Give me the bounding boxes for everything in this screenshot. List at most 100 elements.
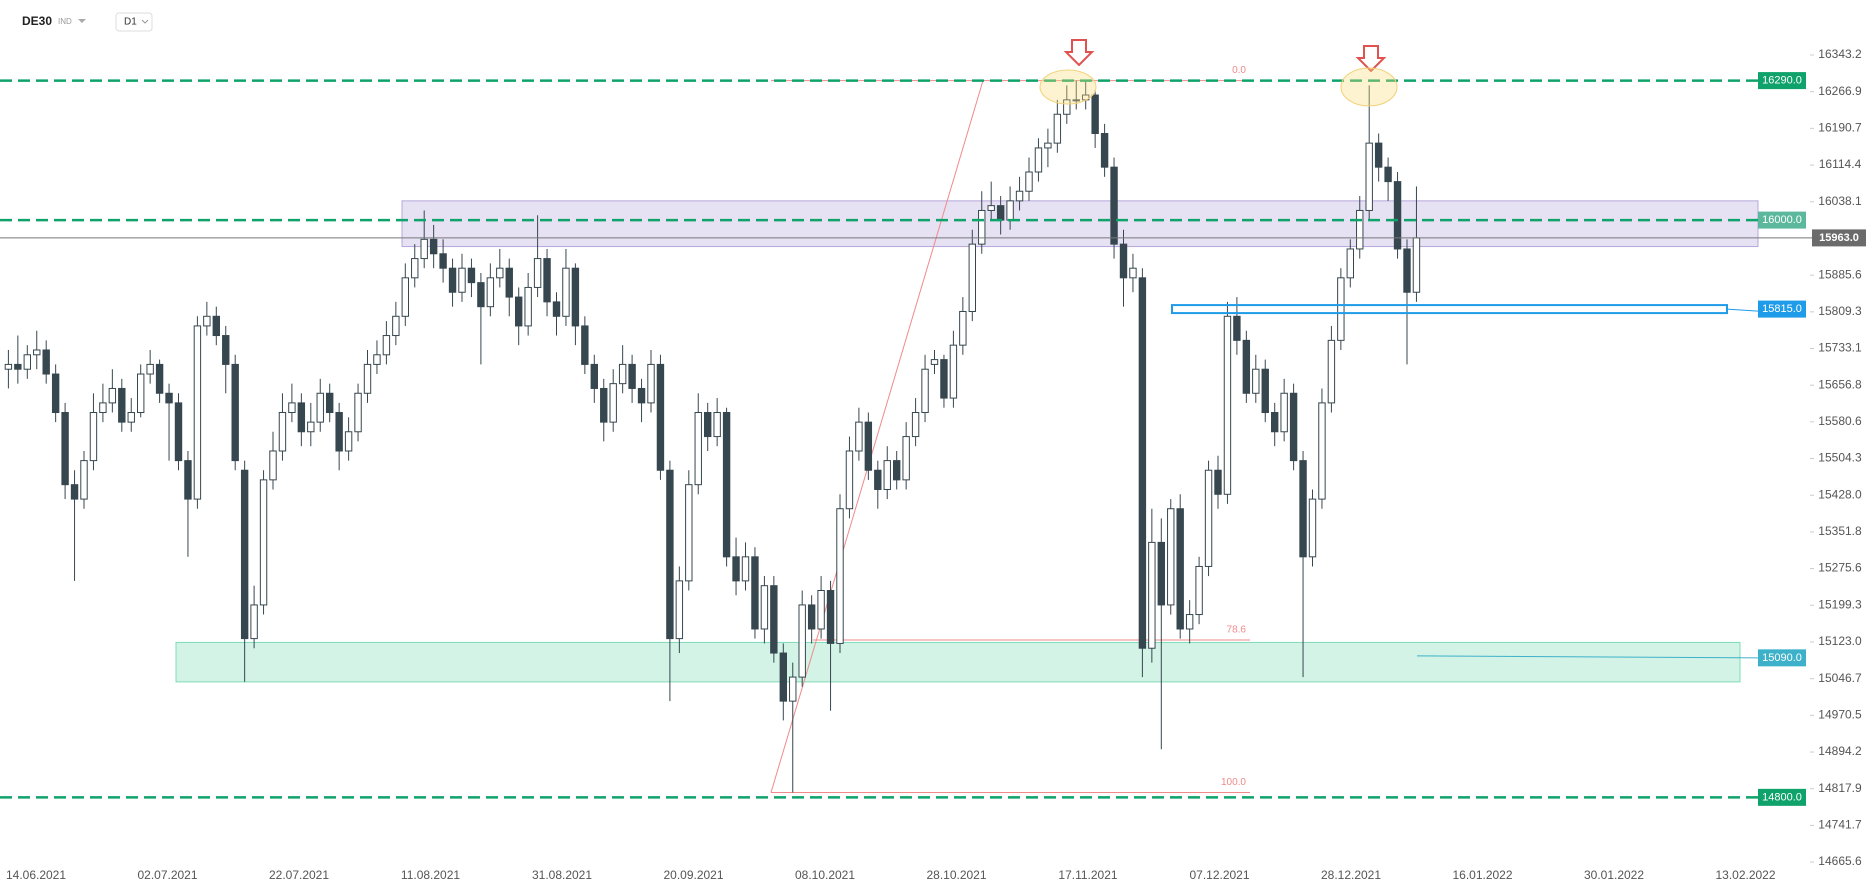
price-tag — [1758, 211, 1806, 229]
y-tick-label: 15123.0 — [1818, 634, 1862, 648]
candle-body — [770, 585, 778, 654]
candle-body — [1233, 315, 1241, 341]
candle-body — [14, 363, 22, 370]
candle-body — [741, 556, 750, 582]
x-tick-label: 31.08.2021 — [532, 868, 592, 882]
y-tick-label: 15580.6 — [1818, 414, 1862, 428]
x-tick-label: 08.10.2021 — [795, 868, 855, 882]
candle-body — [807, 604, 816, 630]
candle-body — [155, 363, 164, 394]
candle-body — [571, 267, 580, 327]
fib-label: 0.0 — [1232, 65, 1246, 76]
candle-body — [70, 484, 79, 500]
highlight — [1340, 67, 1398, 107]
x-tick-label: 02.07.2021 — [137, 868, 197, 882]
y-tick-label: 15199.3 — [1818, 597, 1862, 611]
instrument-class[interactable]: IND — [58, 17, 72, 26]
candle-body — [42, 349, 50, 375]
candle-body — [685, 484, 693, 582]
timeframe-box[interactable] — [115, 12, 153, 32]
x-tick-label: 28.10.2021 — [926, 868, 986, 882]
y-tick-label: 15046.7 — [1818, 671, 1862, 685]
price-tag-label: 14800.0 — [1762, 791, 1802, 803]
candle-body — [694, 412, 702, 486]
candle-body — [118, 387, 126, 423]
candle-body — [722, 412, 731, 558]
candle-body — [89, 412, 98, 462]
candle-body — [1176, 508, 1184, 630]
candle-body — [1100, 133, 1109, 168]
candle-body — [1365, 142, 1373, 211]
candle-body — [259, 479, 268, 606]
x-tick-label: 20.09.2021 — [663, 868, 723, 882]
x-tick-label: 17.11.2021 — [1058, 868, 1117, 882]
candle-body — [826, 589, 835, 644]
candle-body — [1318, 402, 1326, 500]
candle-body — [751, 556, 759, 630]
candle-body — [902, 436, 910, 481]
candle-body — [467, 267, 476, 284]
candle-body — [1299, 460, 1307, 558]
candle-body — [439, 253, 447, 269]
plot: 16343.2 16266.9 16190.7 16114.4 16038.1 15885… — [0, 47, 1866, 882]
x-tick-label: 30.01.2022 — [1584, 868, 1644, 882]
y-tick-label: 15275.6 — [1818, 561, 1862, 575]
candle-body — [883, 460, 891, 490]
y-tick-label: 15656.8 — [1818, 377, 1862, 391]
candle-body — [543, 258, 551, 303]
candle-body — [486, 277, 495, 308]
candle-body — [647, 363, 655, 404]
candle-body — [562, 267, 570, 317]
candle-body — [51, 373, 60, 414]
y-tick-label: 16038.1 — [1818, 194, 1862, 208]
candle-body — [959, 310, 967, 346]
candle-body — [864, 421, 873, 471]
candle-body — [533, 258, 542, 288]
candle-body — [1138, 277, 1147, 649]
candle-body — [288, 402, 296, 414]
candle-body — [401, 277, 410, 317]
candle-body — [373, 354, 381, 365]
y-tick-label: 14894.2 — [1818, 744, 1862, 758]
x-tick-label: 14.06.2021 — [6, 868, 66, 882]
candle-body — [590, 363, 598, 389]
candle-body — [137, 373, 145, 414]
y-tick-label: 16343.2 — [1818, 47, 1862, 61]
candle-body — [817, 589, 825, 630]
candle-body — [704, 412, 712, 438]
dropdown-icon[interactable] — [78, 19, 86, 23]
candle-body — [1119, 243, 1128, 279]
timeframe[interactable]: D1 — [124, 17, 137, 28]
candle-body — [779, 652, 787, 702]
candle-body — [344, 431, 353, 452]
candle-body — [1223, 315, 1232, 495]
candle-body — [713, 412, 721, 438]
price-tag-label: 15815.0 — [1762, 303, 1802, 315]
candle-body — [618, 363, 627, 385]
candle-body — [949, 344, 958, 399]
candle-body — [222, 335, 230, 365]
price-tag — [1758, 300, 1806, 318]
candle-body — [448, 267, 457, 293]
candle-body — [99, 402, 107, 414]
y-tick-label: 16266.9 — [1818, 84, 1862, 98]
candle-body — [1242, 339, 1251, 394]
candle-body — [33, 349, 41, 356]
candle-body — [1072, 99, 1080, 102]
candle-body — [108, 387, 117, 404]
fib-label: 100.0 — [1221, 777, 1246, 788]
candle-body — [1356, 209, 1364, 250]
y-tick-label: 15733.1 — [1818, 341, 1862, 355]
candle-body — [1384, 166, 1392, 183]
candle-body — [496, 267, 504, 279]
dropdown-icon[interactable] — [141, 19, 149, 24]
candle-body — [911, 412, 920, 438]
candle-body — [1204, 469, 1213, 567]
x-tick-label: 16.01.2022 — [1452, 868, 1512, 882]
x-tick-label: 11.08.2021 — [401, 868, 460, 882]
candle-body — [184, 460, 192, 500]
candle-body — [656, 363, 665, 471]
candle-body — [297, 402, 306, 433]
candle-body — [1129, 267, 1137, 279]
highlight — [1039, 69, 1097, 105]
